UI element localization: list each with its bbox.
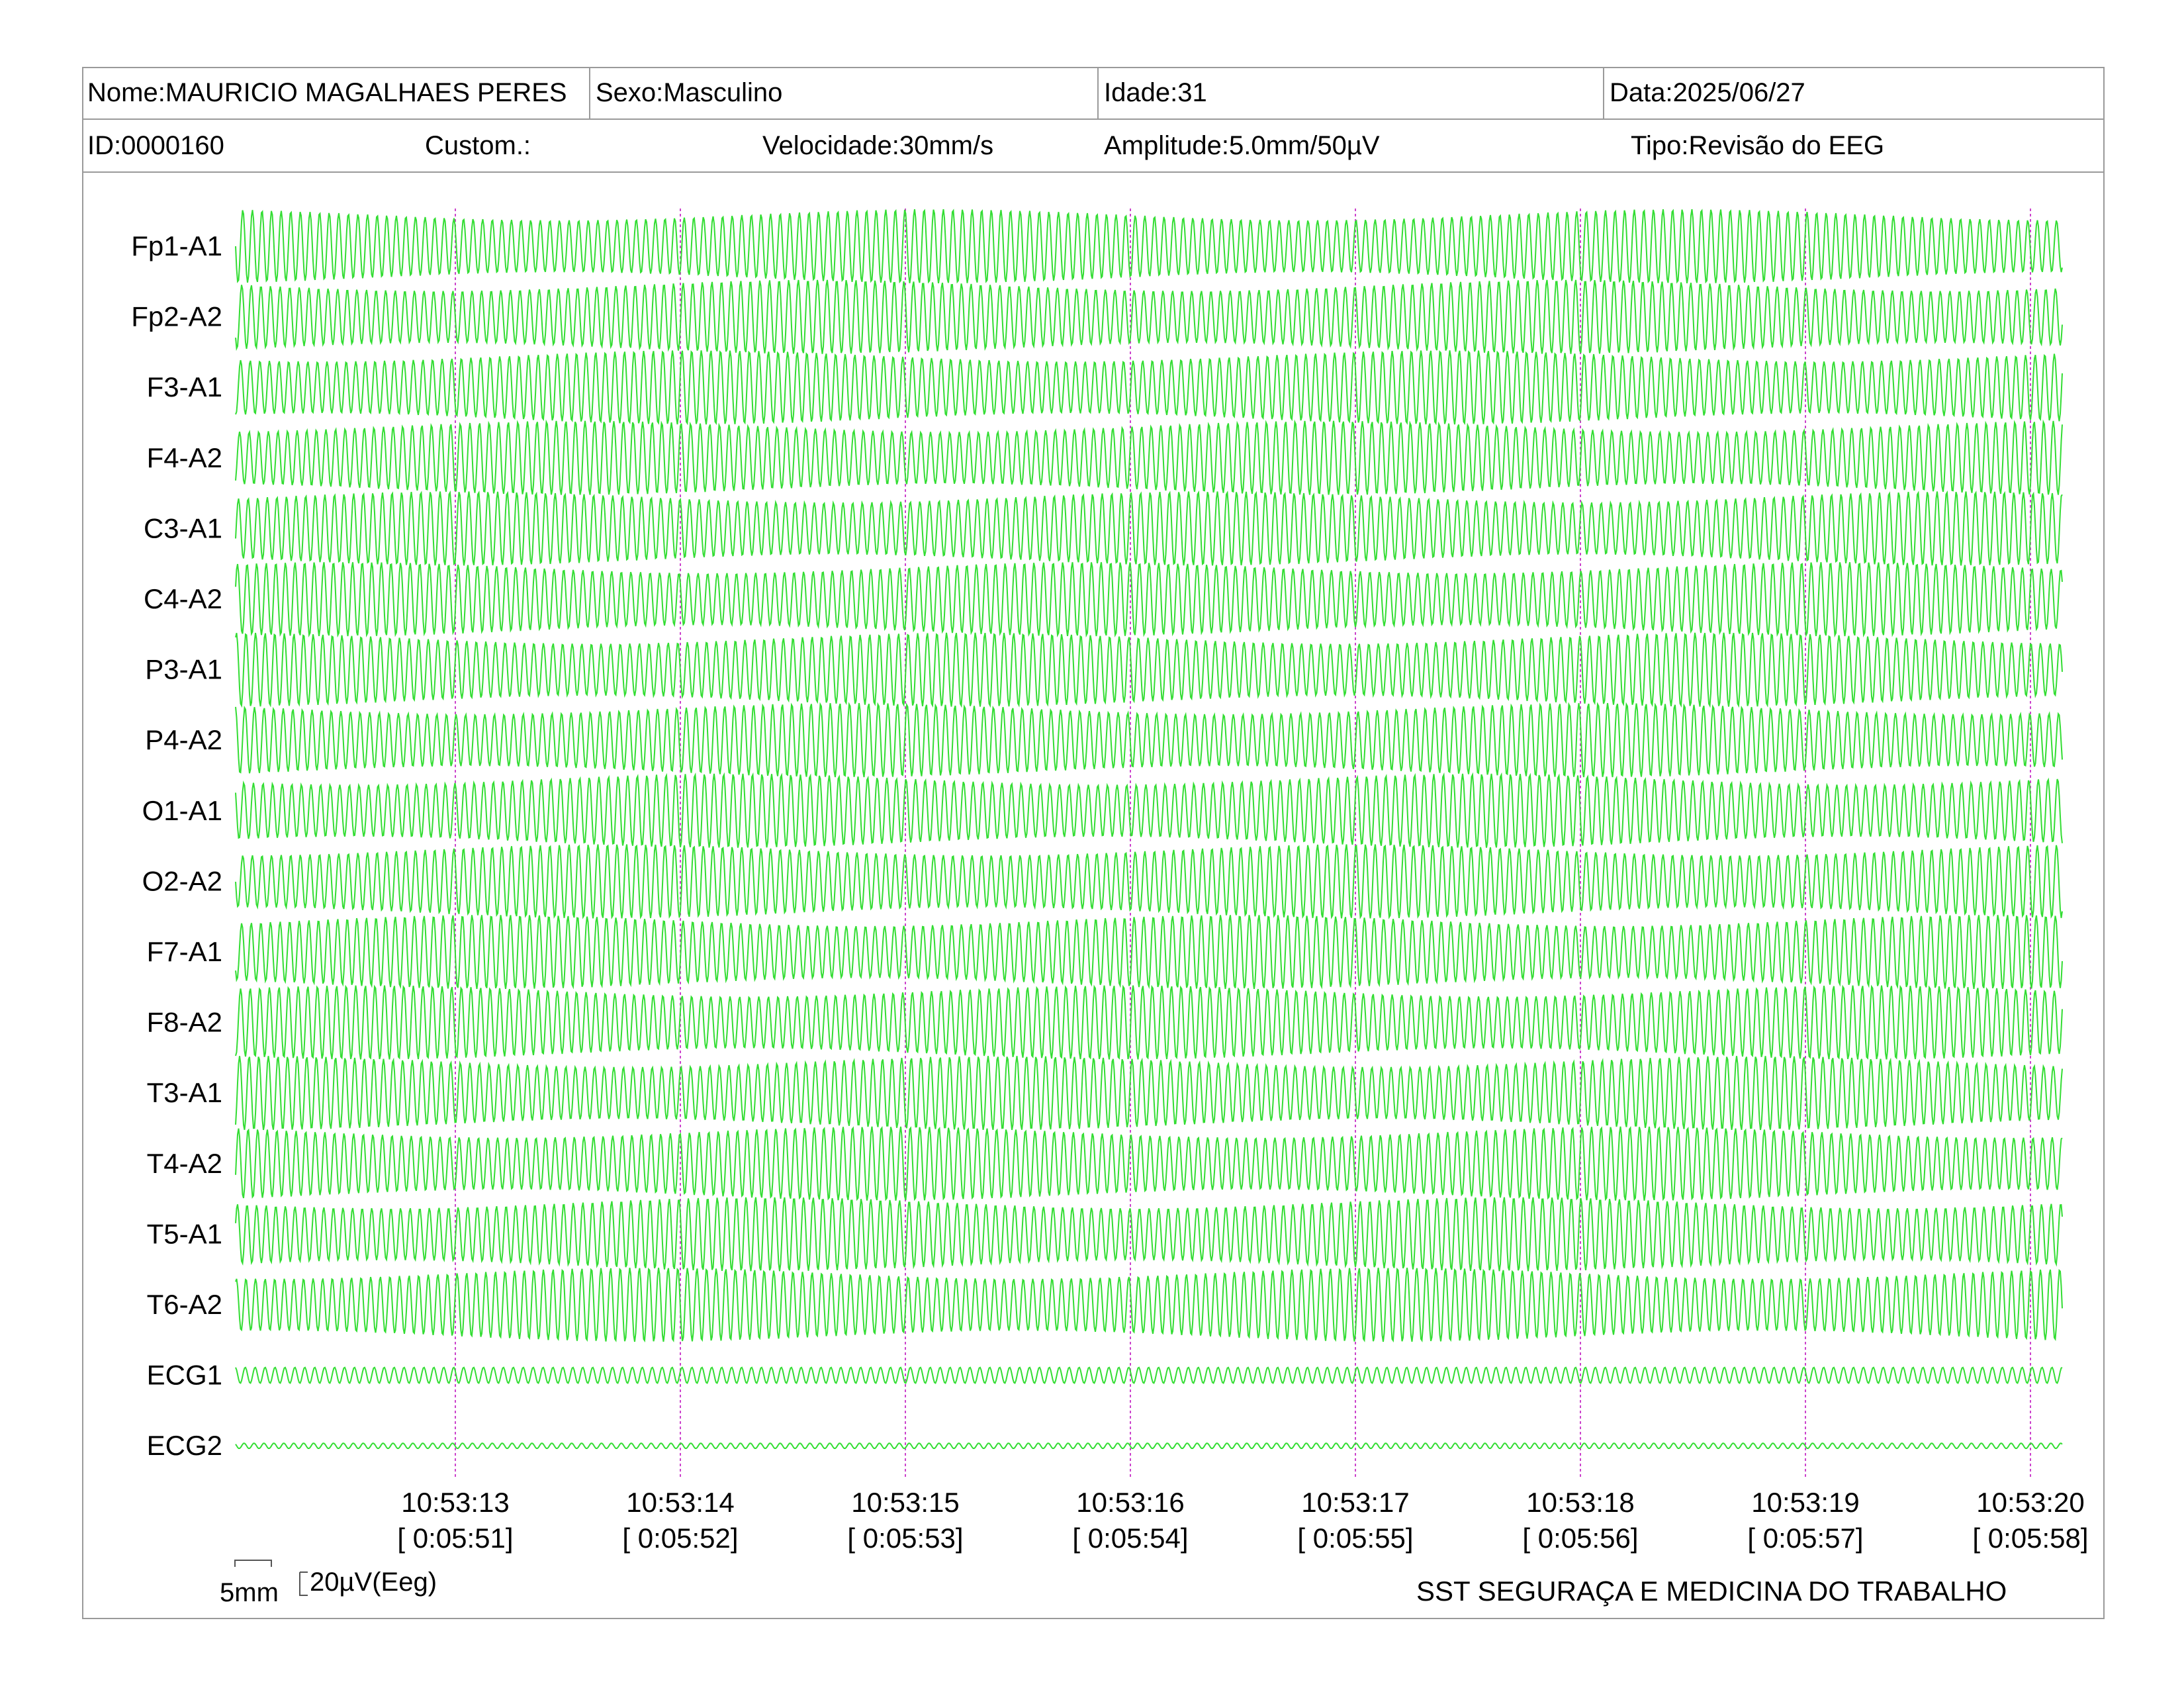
time-scale-label: 5mm [220, 1578, 279, 1607]
header-row-1: Nome:MAURICIO MAGALHAES PERES Sexo:Mascu… [82, 67, 2105, 120]
channel-label: F8-A2 [147, 1007, 222, 1038]
time-mark-elapsed: [ 0:05:53] [847, 1523, 963, 1554]
channel-trace [235, 984, 2063, 1060]
channel-label: T5-A1 [147, 1218, 222, 1249]
amplitude-scale-label: 20µV(Eeg) [310, 1568, 437, 1597]
channel-label: O2-A2 [142, 865, 222, 896]
time-mark-clock: 10:53:18 [1526, 1487, 1635, 1518]
channel-label: Fp1-A1 [131, 230, 222, 261]
channel-label: P3-A1 [145, 654, 222, 685]
channel-trace [235, 490, 2063, 566]
channel-trace [235, 1442, 2063, 1449]
time-mark-elapsed: [ 0:05:52] [622, 1523, 738, 1554]
time-mark-clock: 10:53:20 [1976, 1487, 2085, 1518]
header-row-2: ID:0000160 Custom.: Velocidade:30mm/s Am… [82, 120, 2105, 173]
amplitude-setting: Amplitude:5.0mm/50µV [1104, 130, 1380, 160]
channel-trace [235, 209, 2063, 284]
channel-trace [235, 844, 2063, 919]
channel-trace [235, 1366, 2063, 1384]
channel-trace [235, 1267, 2063, 1343]
channel-label: O1-A1 [142, 795, 222, 826]
patient-name: Nome:MAURICIO MAGALHAES PERES [87, 77, 567, 107]
channel-trace [235, 1197, 2063, 1272]
scale-bar-icon [234, 1560, 308, 1596]
time-mark-clock: 10:53:17 [1301, 1487, 1410, 1518]
time-mark-elapsed: [ 0:05:54] [1072, 1523, 1188, 1554]
channel-label: F3-A1 [147, 371, 222, 402]
channel-trace [235, 350, 2063, 426]
channel-label: C3-A1 [144, 512, 222, 543]
time-mark-clock: 10:53:14 [626, 1487, 735, 1518]
time-mark-elapsed: [ 0:05:55] [1297, 1523, 1413, 1554]
patient-sex: Sexo:Masculino [596, 77, 783, 107]
channel-trace [235, 562, 2063, 638]
header-divider [1603, 67, 1604, 120]
patient-age: Idade:31 [1104, 77, 1207, 107]
channel-label: T3-A1 [147, 1077, 222, 1108]
report-frame [82, 67, 2105, 1619]
time-mark-elapsed: [ 0:05:56] [1522, 1523, 1638, 1554]
channel-trace [235, 632, 2063, 708]
channel-trace [235, 772, 2063, 848]
channel-label: T4-A2 [147, 1148, 222, 1179]
header-divider [589, 67, 590, 120]
channel-label: T6-A2 [147, 1289, 222, 1320]
channel-label: ECG2 [147, 1430, 222, 1461]
custom-field: Custom.: [425, 130, 531, 160]
record-type: Tipo:Revisão do EEG [1631, 130, 1885, 160]
channel-trace [235, 419, 2063, 495]
channel-trace [235, 1056, 2063, 1131]
patient-id: ID:0000160 [87, 130, 224, 160]
time-mark-elapsed: [ 0:05:58] [1972, 1523, 2088, 1554]
time-mark-clock: 10:53:16 [1076, 1487, 1185, 1518]
header-divider [1097, 67, 1099, 120]
clinic-name: SST SEGURAÇA E MEDICINA DO TRABALHO [1416, 1575, 2007, 1607]
channel-label: C4-A2 [144, 583, 222, 614]
channel-label: F4-A2 [147, 442, 222, 473]
channel-trace [235, 1126, 2063, 1201]
channel-label: Fp2-A2 [131, 301, 222, 332]
time-mark-elapsed: [ 0:05:57] [1747, 1523, 1863, 1554]
time-mark-clock: 10:53:13 [401, 1487, 510, 1518]
time-mark-clock: 10:53:15 [851, 1487, 960, 1518]
time-mark-elapsed: [ 0:05:51] [397, 1523, 513, 1554]
channel-trace [235, 279, 2063, 354]
time-mark-clock: 10:53:19 [1751, 1487, 1860, 1518]
exam-date: Data:2025/06/27 [1610, 77, 1805, 107]
channel-trace [235, 702, 2063, 778]
channel-label: ECG1 [147, 1360, 222, 1391]
channel-label: F7-A1 [147, 936, 222, 967]
sweep-speed: Velocidade:30mm/s [762, 130, 994, 160]
channel-trace [235, 915, 2063, 990]
channel-label: P4-A2 [145, 724, 222, 755]
